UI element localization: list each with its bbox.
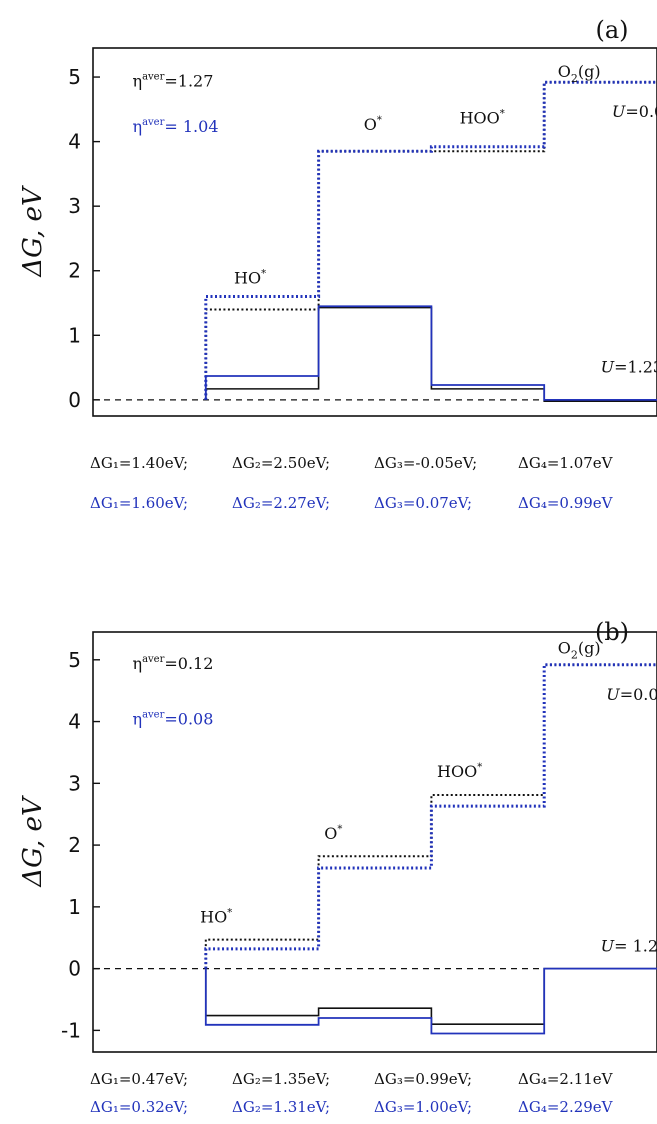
y-tick-label: -1	[61, 1018, 81, 1042]
series-line-blue-solid	[204, 305, 657, 401]
o2-label: O2(g)	[558, 62, 601, 85]
series-line-black-solid	[205, 967, 657, 1026]
hoo-label-main: HOO	[437, 762, 477, 781]
eta-blue-label: ηaver=0.08	[132, 710, 213, 729]
o-label-main: O	[364, 115, 377, 134]
eta-black-label-main: η	[132, 654, 142, 673]
o-label-main: O	[324, 824, 337, 843]
hoo-label: HOO*	[437, 762, 482, 781]
caption-a-blue-2: ΔG₂=2.27eV;	[232, 494, 330, 512]
eta-blue-label: ηaver= 1.04	[132, 117, 218, 136]
eta-blue-label-main: η	[132, 710, 142, 729]
eta-blue-label-value: = 1.04	[164, 117, 218, 136]
y-tick-label: 1	[68, 895, 81, 919]
o2-label-main: O	[558, 639, 571, 658]
series-line-black-dotted	[204, 663, 657, 969]
caption-a-black-1: ΔG₁=1.40eV;	[90, 454, 188, 472]
u123-label-main: U	[601, 936, 615, 955]
plot-frame	[92, 47, 657, 417]
panel-label: (a)	[595, 16, 628, 44]
eta-black-label: ηaver=0.12	[132, 654, 213, 673]
y-tick-label: 4	[68, 130, 81, 154]
y-tick-label: 5	[68, 65, 81, 89]
u123-label: U=1.23	[601, 358, 657, 377]
hoo-label: HOO*	[460, 109, 505, 128]
u123-label: U= 1.23	[601, 936, 657, 955]
o-label-sup: *	[377, 115, 382, 126]
u123-label-value: = 1.23	[614, 936, 657, 955]
y-axis-label: ΔG, eV	[18, 795, 48, 888]
u00-label: U=0.0	[612, 102, 657, 121]
caption-b-black-3: ΔG₃=0.99eV;	[374, 1070, 472, 1088]
caption-b-blue-3: ΔG₃=1.00eV;	[374, 1098, 472, 1116]
panel-label: (b)	[595, 618, 629, 646]
caption-b-blue-4: ΔG₄=2.29eV	[518, 1098, 614, 1116]
caption-b-blue-1: ΔG₁=0.32eV;	[90, 1098, 188, 1116]
y-tick-label: 3	[68, 194, 81, 218]
o-label-sup: *	[337, 824, 342, 835]
o2-label: O2(g)	[558, 639, 601, 662]
eta-blue-label-sup: aver	[142, 117, 165, 128]
hoo-label-main: HOO	[460, 109, 500, 128]
ho-label-main: HO	[200, 907, 227, 926]
y-tick-label: 0	[68, 957, 81, 981]
eta-blue-label-value: =0.08	[164, 710, 213, 729]
caption-a-black-3: ΔG₃=-0.05eV;	[374, 454, 477, 472]
y-tick-label: 3	[68, 771, 81, 795]
o-label: O*	[364, 115, 382, 134]
o2-label-sub: 2	[571, 649, 578, 662]
eta-blue-label-sup: aver	[142, 710, 165, 721]
eta-blue-label-main: η	[132, 117, 142, 136]
u00-label-value: =0.0	[625, 102, 657, 121]
eta-black-label-value: =0.12	[164, 654, 213, 673]
u123-label-value: =1.23	[614, 358, 657, 377]
eta-black-label-sup: aver	[142, 72, 165, 83]
y-tick-label: 1	[68, 323, 81, 347]
ho-label: HO*	[200, 907, 232, 926]
series-line-blue-dotted	[204, 663, 657, 969]
eta-black-label-sup: aver	[142, 654, 165, 665]
caption-a-blue-3: ΔG₃=0.07eV;	[374, 494, 472, 512]
caption-a-blue-1: ΔG₁=1.60eV;	[90, 494, 188, 512]
u00-label-main: U	[612, 102, 626, 121]
y-tick-label: 2	[68, 833, 81, 857]
o-label: O*	[324, 824, 342, 843]
caption-b-black-4: ΔG₄=2.11eV	[518, 1070, 614, 1088]
caption-b-black-2: ΔG₂=1.35eV;	[232, 1070, 330, 1088]
caption-a-black-4: ΔG₄=1.07eV	[518, 454, 614, 472]
ho-label: HO*	[234, 269, 266, 288]
o2-label-value: (g)	[578, 62, 601, 81]
series-line-blue-dotted	[204, 80, 657, 400]
ho-label-sup: *	[261, 269, 266, 280]
series-line-blue-solid	[204, 967, 657, 1035]
y-tick-label: 0	[68, 388, 81, 412]
caption-b-blue-2: ΔG₂=1.31eV;	[232, 1098, 330, 1116]
ho-label-sup: *	[227, 907, 232, 918]
y-tick-label: 2	[68, 259, 81, 283]
y-tick-label: 4	[68, 710, 81, 734]
u00-label-main: U	[606, 685, 620, 704]
eta-black-label-main: η	[132, 72, 142, 91]
eta-black-label: ηaver=1.27	[132, 72, 213, 91]
o2-label-sub: 2	[571, 72, 578, 85]
caption-a-black-2: ΔG₂=2.50eV;	[232, 454, 330, 472]
hoo-label-sup: *	[477, 762, 482, 773]
y-axis-label: ΔG, eV	[18, 185, 48, 278]
y-tick-label: 5	[68, 648, 81, 672]
o2-label-value: (g)	[578, 639, 601, 658]
u00-label-value: =0.0	[620, 685, 657, 704]
u123-label-main: U	[601, 358, 615, 377]
plot-frame	[92, 631, 657, 1053]
eta-black-label-value: =1.27	[164, 72, 213, 91]
u00-label: U=0.0	[606, 685, 657, 704]
caption-a-blue-4: ΔG₄=0.99eV	[518, 494, 614, 512]
hoo-label-sup: *	[500, 109, 505, 120]
ho-label-main: HO	[234, 269, 261, 288]
caption-b-black-1: ΔG₁=0.47eV;	[90, 1070, 188, 1088]
o2-label-main: O	[558, 62, 571, 81]
